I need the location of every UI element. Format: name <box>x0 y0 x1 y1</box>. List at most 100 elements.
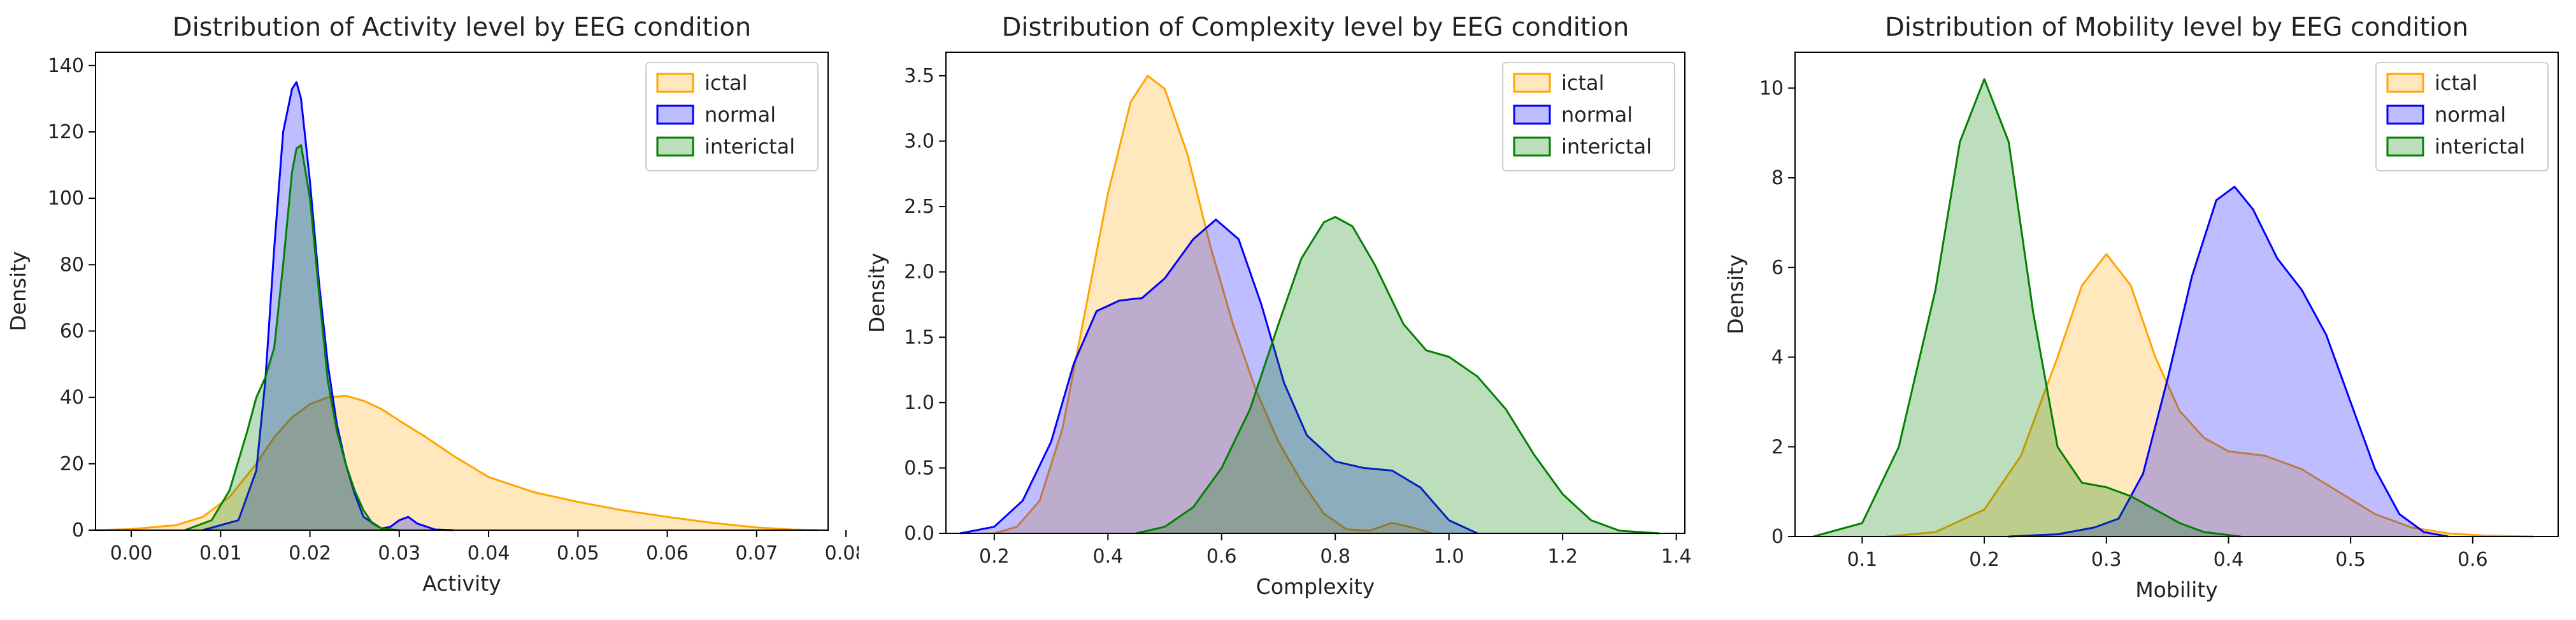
chart-title: Distribution of Mobility level by EEG co… <box>1885 13 2468 42</box>
axes-frame <box>945 52 1685 534</box>
density-line-ictal <box>95 394 820 531</box>
x-tick-label: 0.4 <box>2214 549 2244 571</box>
density-line-interictal <box>1136 216 1659 535</box>
density-line-normal <box>202 81 454 531</box>
density-area-interictal <box>1813 79 2241 537</box>
density-area-interictal <box>1136 217 1659 533</box>
y-tick-label: 80 <box>60 254 84 276</box>
y-tick-label: 2.5 <box>904 196 934 218</box>
density-area-ictal <box>994 75 1432 533</box>
density-area-normal <box>960 219 1478 533</box>
x-tick-label: 0.04 <box>468 542 510 565</box>
legend-label-interictal: interictal <box>1561 134 1652 159</box>
x-tick-label: 0.06 <box>646 542 689 565</box>
y-tick-label: 100 <box>48 187 84 210</box>
density-area-interictal <box>185 145 399 531</box>
x-tick-label: 0.6 <box>1206 545 1237 568</box>
x-tick-label: 1.4 <box>1661 545 1692 568</box>
x-tick-label: 0.02 <box>289 542 331 565</box>
y-axis-label: Density <box>6 251 31 331</box>
y-tick-label: 140 <box>48 55 84 77</box>
axes-frame <box>95 52 829 531</box>
y-tick-label: 1.0 <box>904 392 934 414</box>
activity-density-chart: 0.00 0.01 0.02 0.03 0.04 0.05 0.06 0.07 0.08 0 20 4… <box>6 13 859 596</box>
x-tick-label: 1.2 <box>1547 545 1578 568</box>
y-tick-label: 3.5 <box>904 65 934 87</box>
legend-swatch-normal <box>656 105 694 125</box>
legend-swatch-interictal <box>656 136 694 157</box>
x-tick-label: 0.05 <box>557 542 599 565</box>
y-tick-label: 0 <box>1771 526 1784 548</box>
legend-label-normal: normal <box>705 103 776 127</box>
y-tick-label: 120 <box>48 121 84 143</box>
x-tick-label: 0.5 <box>2335 549 2366 571</box>
legend-box <box>2375 62 2549 171</box>
legend-swatch-interictal <box>1513 136 1551 157</box>
y-tick-label: 10 <box>1759 77 1784 99</box>
x-tick-label: 0.6 <box>2458 549 2488 571</box>
y-tick-label: 0.5 <box>904 457 934 479</box>
y-tick-label: 20 <box>60 453 84 475</box>
chart-title: Distribution of Activity level by EEG co… <box>173 13 751 42</box>
y-tick-label: 4 <box>1771 347 1784 369</box>
density-line-ictal <box>1886 253 2534 538</box>
y-tick-label: 8 <box>1771 167 1784 189</box>
x-tick-label: 0.07 <box>735 542 778 565</box>
y-tick-label: 1.5 <box>904 326 934 349</box>
density-area-normal <box>203 82 453 530</box>
x-tick-label: 0.01 <box>199 542 242 565</box>
legend: ictal normal interictal <box>2375 62 2549 171</box>
complexity-density-chart: 0.2 0.4 0.6 0.8 1.0 1.2 1.4 0.0 0.5 1.0 1.5 2.0 2.5 3… <box>864 13 1692 599</box>
x-tick-label: 0.4 <box>1092 545 1123 568</box>
legend-box <box>645 62 819 171</box>
legend-swatch-interictal <box>2386 136 2424 157</box>
legend-swatch-ictal <box>656 73 694 93</box>
density-line-interictal <box>1813 78 2241 538</box>
y-tick-label: 60 <box>60 321 84 343</box>
x-axis-label: Complexity <box>1256 574 1375 599</box>
legend: ictal normal interictal <box>645 62 819 171</box>
density-line-normal <box>960 219 1478 535</box>
density-line-normal <box>2008 185 2449 538</box>
density-area-normal <box>2008 187 2449 537</box>
x-tick-label: 1.0 <box>1434 545 1464 568</box>
x-tick-label: 0.08 <box>825 542 859 565</box>
legend-label-interictal: interictal <box>705 134 795 159</box>
x-tick-label: 0.8 <box>1320 545 1350 568</box>
legend-box <box>1502 62 1675 171</box>
x-tick-label: 0.2 <box>979 545 1010 568</box>
y-tick-label: 0 <box>72 519 84 542</box>
legend: ictal normal interictal <box>1502 62 1675 171</box>
y-tick-label: 2 <box>1771 436 1784 458</box>
x-axis-label: Mobility <box>2135 577 2218 602</box>
density-line-interictal <box>184 144 399 531</box>
y-axis-label: Density <box>864 253 889 333</box>
y-axis-label: Density <box>1723 254 1748 334</box>
x-tick-label: 0.2 <box>1969 549 2000 571</box>
legend-swatch-ictal <box>2386 73 2424 93</box>
legend-label-ictal: ictal <box>705 71 748 95</box>
legend-label-ictal: ictal <box>2435 71 2478 95</box>
density-area-ictal <box>96 396 819 530</box>
y-tick-label: 0.0 <box>904 523 934 545</box>
y-tick-label: 6 <box>1771 257 1784 279</box>
legend-label-ictal: ictal <box>1561 71 1605 95</box>
chart-title: Distribution of Complexity level by EEG … <box>1002 13 1629 42</box>
axes-frame <box>1794 52 2559 537</box>
mobility-density-chart: 0.1 0.2 0.3 0.4 0.5 0.6 0 2 4 6 8 10 Distribution of… <box>1723 13 2559 602</box>
legend-label-normal: normal <box>2435 103 2506 127</box>
x-tick-label: 0.00 <box>110 542 153 565</box>
legend-label-interictal: interictal <box>2435 134 2525 159</box>
legend-label-normal: normal <box>1561 103 1633 127</box>
x-tick-label: 0.3 <box>2091 549 2122 571</box>
y-tick-label: 2.0 <box>904 261 934 284</box>
x-axis-label: Activity <box>422 571 501 596</box>
legend-swatch-ictal <box>1513 73 1551 93</box>
y-tick-label: 3.0 <box>904 131 934 153</box>
legend-swatch-normal <box>2386 105 2424 125</box>
y-tick-label: 40 <box>60 387 84 409</box>
x-tick-label: 0.1 <box>1847 549 1878 571</box>
legend-swatch-normal <box>1513 105 1551 125</box>
density-line-ictal <box>994 75 1433 535</box>
